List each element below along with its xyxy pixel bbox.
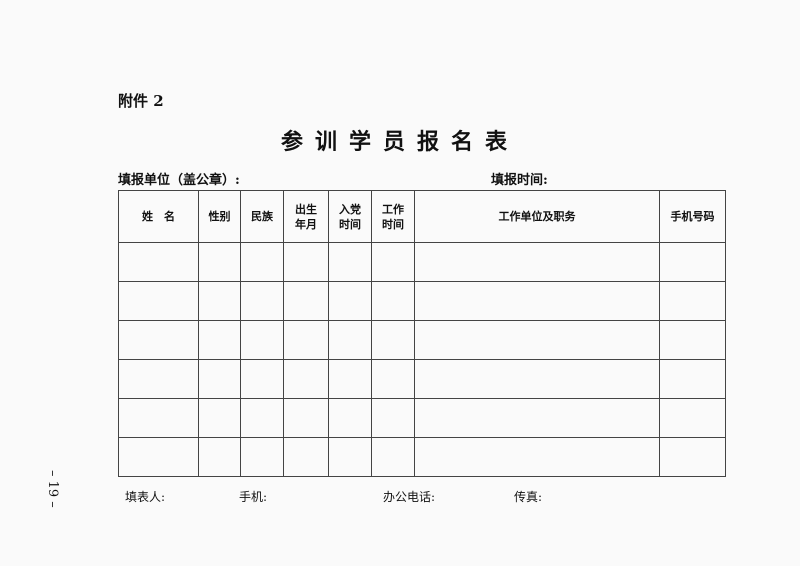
table-row [118,320,726,360]
header-line1: 性别 [208,210,231,223]
footer-mobile: 手机: [239,490,268,504]
table-cell[interactable] [659,320,726,360]
header-line1: 民族 [251,210,273,223]
header-line2: 年月 [295,217,317,231]
table-cell[interactable] [118,242,199,282]
header-line1: 工作 [382,202,404,216]
table-cell[interactable] [198,281,241,321]
table-cell[interactable] [328,320,372,360]
table-cell[interactable] [118,320,199,360]
table-cell[interactable] [240,398,284,438]
table-cell[interactable] [414,437,660,477]
table-cell[interactable] [198,437,241,477]
fill-time-label: 填报时间: [491,173,548,188]
table-row [118,359,726,399]
table-cell[interactable] [371,437,415,477]
table-cell[interactable] [659,359,726,399]
table-cell[interactable] [371,398,415,438]
footer-fax: 传真: [514,490,543,504]
table-cell[interactable] [118,281,199,321]
table-cell[interactable] [118,398,199,438]
table-cell[interactable] [371,320,415,360]
table-cell[interactable] [240,359,284,399]
footer-office-phone: 办公电话: [383,490,436,504]
table-cell[interactable] [659,398,726,438]
table-cell[interactable] [240,281,284,321]
header-line1: 入党 [339,202,361,216]
table-cell[interactable] [414,242,660,282]
table-cell[interactable] [240,437,284,477]
table-cell[interactable] [328,242,372,282]
table-cell[interactable] [283,320,329,360]
table-cell[interactable] [328,398,372,438]
table-cell[interactable] [283,437,329,477]
table-cell[interactable] [414,320,660,360]
table-row [118,437,726,477]
table-cell[interactable] [414,359,660,399]
table-cell[interactable] [328,281,372,321]
footer-filler: 填表人: [125,490,166,504]
table-cell[interactable] [240,242,284,282]
column-header: 姓 名 [118,190,199,243]
table-cell[interactable] [118,437,199,477]
header-line1: 工作单位及职务 [498,210,576,223]
table-cell[interactable] [414,281,660,321]
column-header: 性别 [198,190,241,243]
header-line1: 手机号码 [670,210,715,223]
table-cell[interactable] [283,359,329,399]
table-cell[interactable] [118,359,199,399]
table-cell[interactable] [371,281,415,321]
column-header: 工作单位及职务 [414,190,660,243]
table-cell[interactable] [328,437,372,477]
header-row: 姓 名性别 民族 出生 年月 入党 时间 工作 时间 工作单位及职务 手机号码 [118,190,726,243]
table-row [118,398,726,438]
table-cell[interactable] [240,320,284,360]
table-cell[interactable] [198,398,241,438]
header-line2: 时间 [339,217,361,231]
table-cell[interactable] [198,359,241,399]
table-cell[interactable] [283,281,329,321]
table-cell[interactable] [198,242,241,282]
column-header: 入党 时间 [328,190,372,243]
table-row [118,242,726,282]
column-header: 手机号码 [659,190,726,243]
attachment-label: 附件 2 [118,92,164,110]
fill-unit-label: 填报单位（盖公章）: [118,173,240,188]
page-number: – 19 – [45,470,60,508]
table-cell[interactable] [283,242,329,282]
table-cell[interactable] [659,281,726,321]
page-title: 参训学员报名表 [280,129,519,155]
table-cell[interactable] [414,398,660,438]
header-line1: 出生 [295,202,317,216]
table-cell[interactable] [283,398,329,438]
table-cell[interactable] [659,437,726,477]
column-header: 民族 [240,190,284,243]
table-cell[interactable] [371,359,415,399]
column-header: 出生 年月 [283,190,329,243]
header-line2: 时间 [382,217,404,231]
table-cell[interactable] [659,242,726,282]
header-line1: 姓 名 [142,210,175,223]
column-header: 工作 时间 [371,190,415,243]
table-row [118,281,726,321]
registration-table: 姓 名性别 民族 出生 年月 入党 时间 工作 时间 工作单位及职务 手机号码 [118,190,726,477]
table-cell[interactable] [371,242,415,282]
table-cell[interactable] [328,359,372,399]
table-cell[interactable] [198,320,241,360]
